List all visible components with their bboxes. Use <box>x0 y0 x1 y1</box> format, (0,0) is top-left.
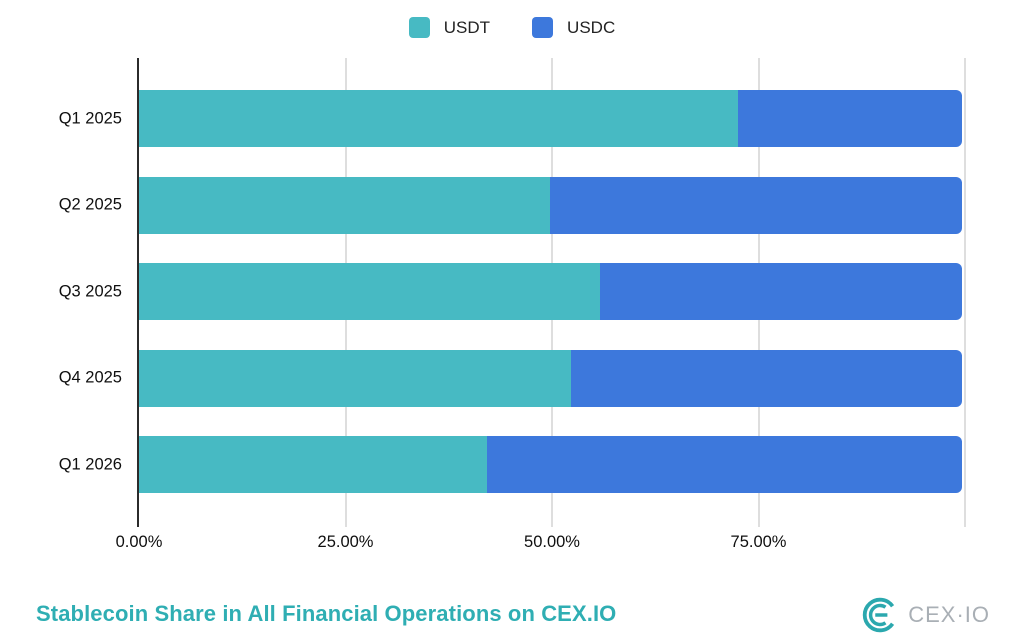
category-label: Q1 2025 <box>58 109 122 127</box>
bar-track <box>139 349 962 407</box>
bar-track <box>139 263 962 320</box>
y-axis-line <box>137 58 139 527</box>
bar-segment-usdc[interactable] <box>571 349 962 407</box>
bar-track <box>139 90 962 147</box>
chart-title: Stablecoin Share in All Financial Operat… <box>36 601 617 626</box>
bar-segment-usdt[interactable] <box>139 90 739 147</box>
bar-segment-usdc[interactable] <box>599 263 962 320</box>
category-label: Q3 2025 <box>58 282 122 300</box>
x-tick-label: 75.00% <box>730 533 787 551</box>
bar-row: Q4 2025 <box>59 349 965 407</box>
legend-item-usdc[interactable]: USDC <box>532 17 615 38</box>
x-axis: 0.00% 25.00% 50.00% 75.00% <box>116 533 965 557</box>
bar-segment-usdt[interactable] <box>139 176 550 234</box>
bar-row: Q3 2025 <box>59 263 965 320</box>
category-label: Q2 2025 <box>58 195 122 214</box>
bar-track <box>139 436 962 493</box>
bar-row: Q1 2026 <box>59 436 965 493</box>
x-tick-label: 0.00% <box>115 533 163 551</box>
category-label: Q1 2026 <box>58 455 122 473</box>
plot-area: Q1 2025 Q2 2025 Q3 2025 Q4 2025 Q1 2026 <box>59 58 966 527</box>
bar-segment-usdc[interactable] <box>738 90 962 147</box>
legend-item-usdt[interactable]: USDT <box>408 17 491 38</box>
usdt-swatch-icon <box>408 17 430 38</box>
gridline <box>964 58 966 527</box>
legend-label: USDT <box>443 17 491 37</box>
bar-row: Q1 2025 <box>59 90 965 147</box>
bar-segment-usdt[interactable] <box>139 349 572 407</box>
cexio-logo-text: CEX·IO <box>908 602 990 627</box>
bar-segment-usdt[interactable] <box>139 436 488 493</box>
bar-segment-usdc[interactable] <box>487 436 962 493</box>
usdc-swatch-icon <box>532 17 554 38</box>
bar-track <box>139 176 962 234</box>
category-label: Q4 2025 <box>58 368 122 387</box>
bar-segment-usdt[interactable] <box>139 263 600 320</box>
bar-segment-usdc[interactable] <box>549 176 962 234</box>
legend-label: USDC <box>567 17 616 37</box>
bar-row: Q2 2025 <box>59 176 965 234</box>
legend: USDT USDC <box>0 17 1024 38</box>
x-tick-label: 50.00% <box>524 533 580 551</box>
cexio-logo[interactable]: CEX·IO <box>861 596 990 634</box>
cexio-logo-icon <box>861 596 899 634</box>
x-tick-label: 25.00% <box>317 533 374 551</box>
